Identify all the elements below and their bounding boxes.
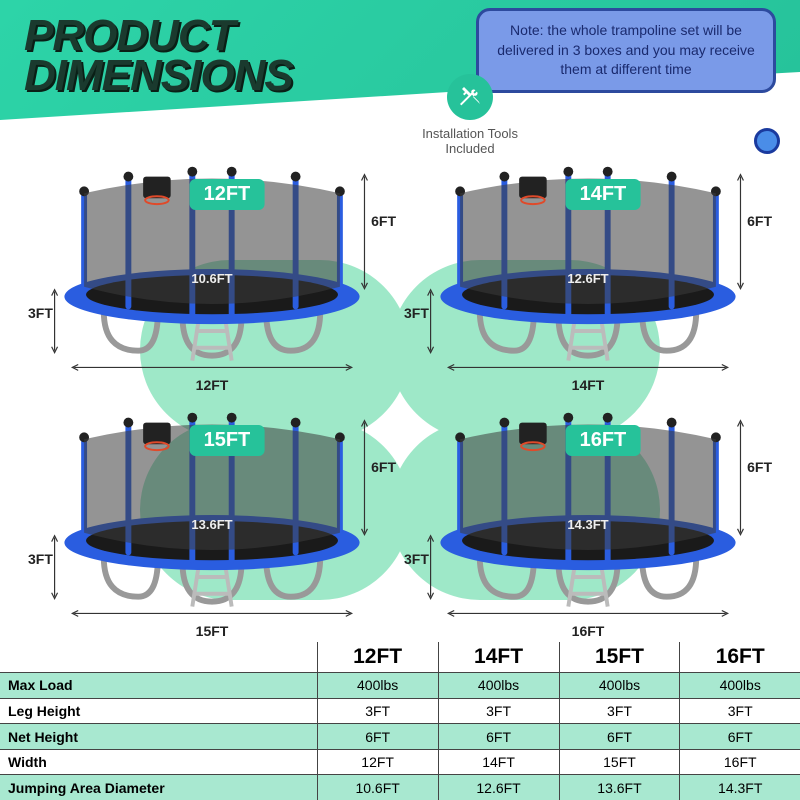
table-header: 14FT [438,642,559,673]
table-header: 12FT [317,642,438,673]
row-label: Width [0,749,317,775]
width-label: 14FT [572,377,605,393]
row-label: Leg Height [0,698,317,724]
width-label: 15FT [196,623,229,639]
width-label: 16FT [572,623,605,639]
inner-width-label: 14.3FT [567,517,608,532]
net-height-label: 6FT [747,213,772,229]
table-cell: 16FT [680,749,800,775]
table-cell: 3FT [680,698,800,724]
table-row: Width12FT14FT15FT16FT [0,749,800,775]
table-header: 15FT [559,642,680,673]
spec-table: 12FT14FT15FT16FT Max Load400lbs400lbs400… [0,642,800,800]
table-cell: 6FT [438,724,559,750]
tools-label: Installation Tools Included [400,126,540,156]
leg-height-label: 3FT [404,305,429,321]
trampoline-14ft: 14FT6FT3FT14FT12.6FT [406,155,770,389]
table-cell: 13.6FT [559,775,680,800]
table-cell: 3FT [559,698,680,724]
table-row: Jumping Area Diameter10.6FT12.6FT13.6FT1… [0,775,800,800]
trampoline-12ft: 12FT6FT3FT12FT10.6FT [30,155,394,389]
table-cell: 14FT [438,749,559,775]
trampoline-grid: 12FT 6FT 3FT 12FT 10.6FT [0,155,800,635]
inner-width-label: 12.6FT [567,271,608,286]
table-cell: 14.3FT [680,775,800,800]
table-cell: 12FT [317,749,438,775]
leg-height-label: 3FT [404,551,429,567]
page-title: PRODUCT DIMENSIONS [24,16,293,95]
note-dot-icon [754,128,780,154]
title-line-1: PRODUCT [24,16,293,56]
size-badge: 14FT [566,179,641,210]
inner-width-label: 13.6FT [191,517,232,532]
title-line-2: DIMENSIONS [24,56,293,96]
table-header: 16FT [680,642,800,673]
table-cell: 400lbs [680,673,800,699]
table-cell: 400lbs [317,673,438,699]
leg-height-label: 3FT [28,305,53,321]
row-label: Net Height [0,724,317,750]
table-cell: 6FT [559,724,680,750]
trampoline-16ft: 16FT6FT3FT16FT14.3FT [406,401,770,635]
table-cell: 3FT [317,698,438,724]
table-row: Leg Height3FT3FT3FT3FT [0,698,800,724]
table-cell: 3FT [438,698,559,724]
net-height-label: 6FT [747,459,772,475]
net-height-label: 6FT [371,213,396,229]
tools-icon [447,74,493,120]
table-cell: 400lbs [438,673,559,699]
table-cell: 400lbs [559,673,680,699]
table-cell: 10.6FT [317,775,438,800]
inner-width-label: 10.6FT [191,271,232,286]
table-cell: 15FT [559,749,680,775]
size-badge: 12FT [190,179,265,210]
table-row: Net Height6FT6FT6FT6FT [0,724,800,750]
table-cell: 6FT [317,724,438,750]
row-label: Jumping Area Diameter [0,775,317,800]
table-cell: 6FT [680,724,800,750]
table-body: Max Load400lbs400lbs400lbs400lbsLeg Heig… [0,673,800,800]
table-row: Max Load400lbs400lbs400lbs400lbs [0,673,800,699]
table-cell: 12.6FT [438,775,559,800]
trampoline-15ft: 15FT6FT3FT15FT13.6FT [30,401,394,635]
net-height-label: 6FT [371,459,396,475]
width-label: 12FT [196,377,229,393]
size-badge: 15FT [190,425,265,456]
table-header-row: 12FT14FT15FT16FT [0,642,800,673]
row-label: Max Load [0,673,317,699]
leg-height-label: 3FT [28,551,53,567]
size-badge: 16FT [566,425,641,456]
table-header [0,642,317,673]
installation-tools: Installation Tools Included [400,74,540,156]
